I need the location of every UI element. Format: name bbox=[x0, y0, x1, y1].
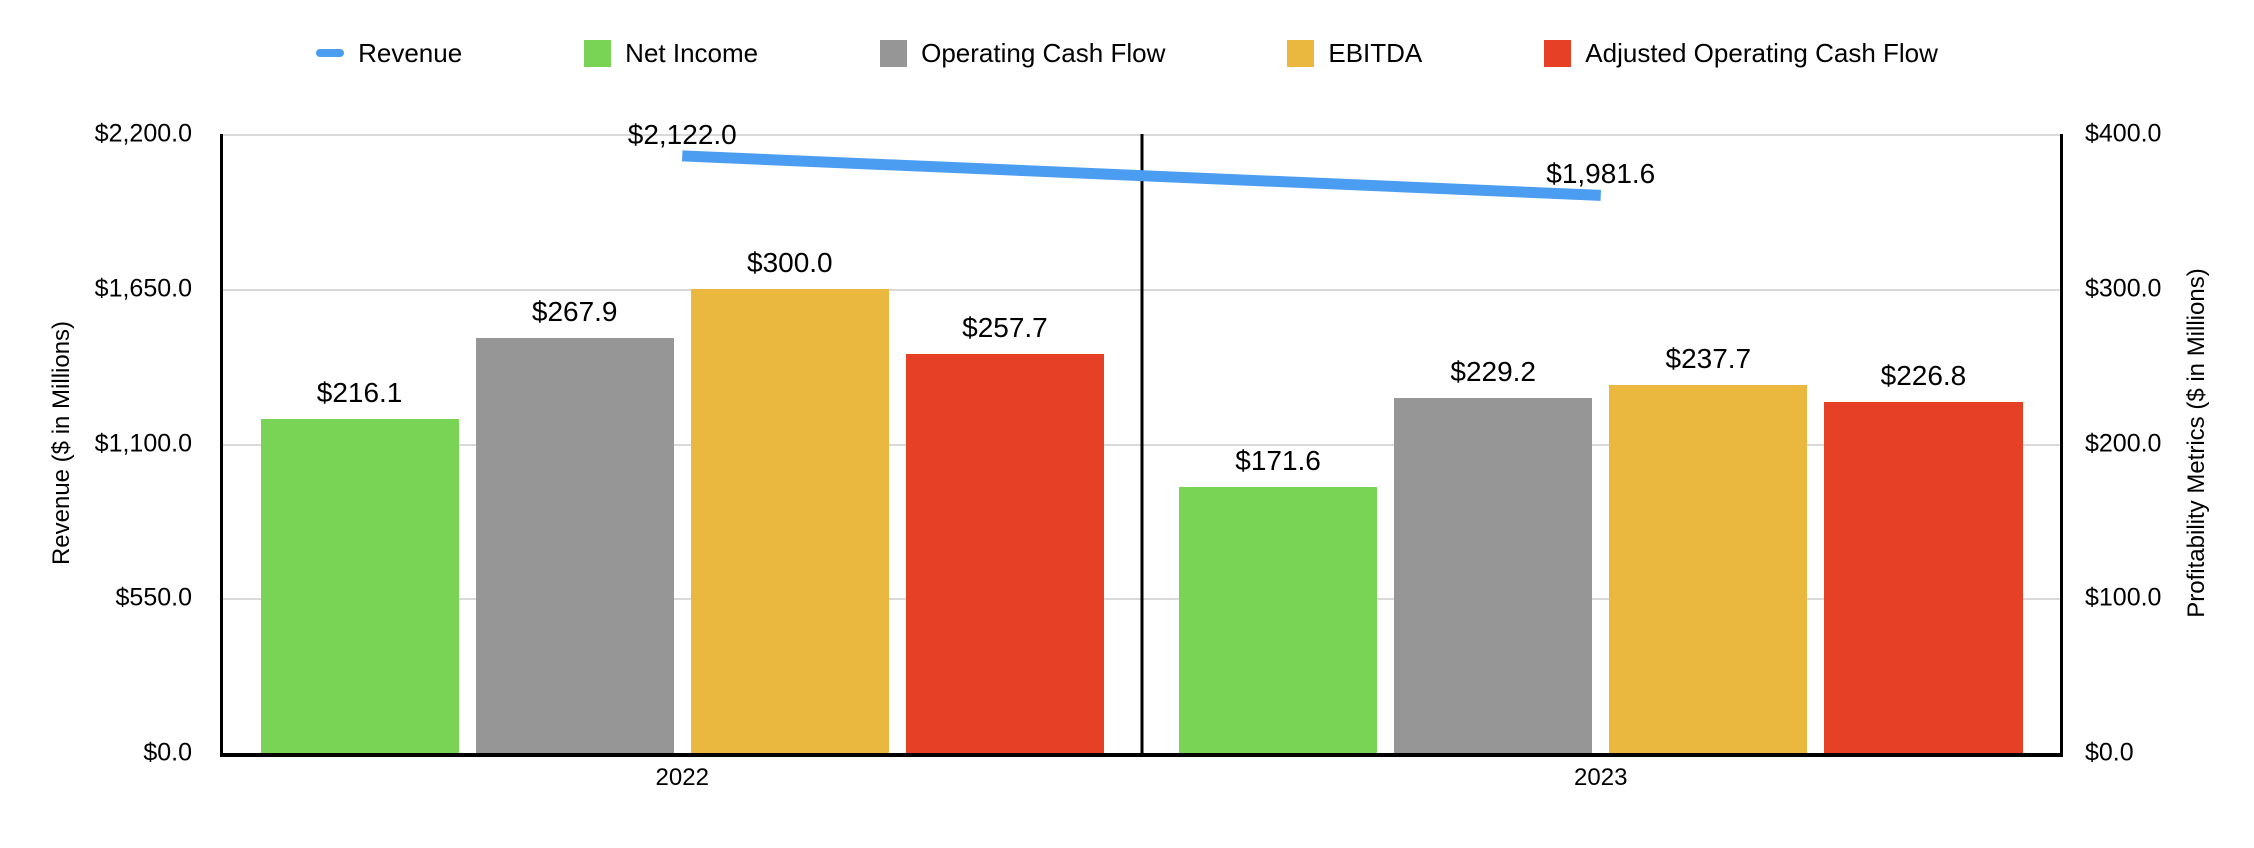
y-tick-label: $1,100.0 bbox=[94, 429, 192, 457]
y-tick-label: $400.0 bbox=[2085, 119, 2162, 148]
bar-value-label: $171.6 bbox=[1235, 445, 1321, 477]
legend-item-ebitda: EBITDA bbox=[1287, 38, 1422, 69]
bar-net-income-2023 bbox=[1179, 487, 1378, 753]
bar-value-label: $300.0 bbox=[746, 246, 833, 278]
line-value-label: $1,981.6 bbox=[1546, 158, 1656, 190]
bar-operating-cash-flow-2022 bbox=[475, 338, 674, 753]
legend-item-net-income: Net Income bbox=[584, 38, 758, 69]
y-axis-right-ticks: $0.0 $100.0 $200.0 $300.0 $400.0 bbox=[2085, 121, 2254, 765]
bar-value-label: $257.7 bbox=[962, 312, 1048, 344]
category-divider bbox=[1140, 134, 1143, 753]
legend-item-operating-cash-flow: Operating Cash Flow bbox=[880, 38, 1165, 69]
line-value-label: $2,122.0 bbox=[627, 118, 737, 150]
revenue-line bbox=[682, 150, 1601, 201]
legend-swatch bbox=[1287, 39, 1315, 67]
category-panel-2023: $171.6 $229.2 $237.7 $226.8 bbox=[1142, 134, 2061, 753]
legend-item-revenue: Revenue bbox=[316, 38, 462, 69]
y-tick-label: $0.0 bbox=[2085, 738, 2134, 767]
bar-ebitda-2022 bbox=[690, 288, 889, 753]
y-tick-label: $0.0 bbox=[143, 738, 192, 767]
x-category-label: 2022 bbox=[655, 764, 709, 791]
bar-value-label: $237.7 bbox=[1665, 343, 1752, 375]
bar-value-label: $216.1 bbox=[316, 376, 403, 408]
legend-swatch bbox=[880, 39, 908, 67]
bar-adjusted-operating-cash-flow-2023 bbox=[1824, 402, 2023, 753]
y-tick-label: $200.0 bbox=[2085, 429, 2162, 457]
legend-line-marker bbox=[316, 49, 345, 57]
chart-legend: Revenue Net Income Operating Cash Flow EBIT… bbox=[0, 36, 2254, 70]
legend-label: Revenue bbox=[358, 37, 463, 68]
legend-item-adjusted-operating-cash-flow: Adjusted Operating Cash Flow bbox=[1544, 38, 1938, 69]
bar-net-income-2022 bbox=[260, 418, 459, 753]
x-category-label: 2023 bbox=[1574, 764, 1628, 791]
legend-swatch bbox=[584, 39, 612, 67]
legend-label: EBITDA bbox=[1328, 37, 1423, 68]
legend-label: Net Income bbox=[625, 37, 759, 68]
plot-area: $216.1 $267.9 $300.0 $257.7 2022 $171.6 $229.2… bbox=[220, 120, 2063, 790]
bar-value-label: $229.2 bbox=[1450, 356, 1537, 388]
legend-label: Adjusted Operating Cash Flow bbox=[1585, 37, 1938, 68]
y-axis-left-ticks: $0.0 $550.0 $1,100.0 $1,650.0 $2,200.0 bbox=[0, 121, 192, 765]
y-tick-label: $550.0 bbox=[115, 583, 192, 612]
legend-swatch bbox=[1544, 39, 1572, 67]
bar-operating-cash-flow-2023 bbox=[1394, 398, 1593, 753]
category-panel-2022: $216.1 $267.9 $300.0 $257.7 bbox=[223, 134, 1142, 753]
y-tick-label: $1,650.0 bbox=[94, 274, 192, 303]
y-tick-label: $100.0 bbox=[2085, 583, 2162, 612]
legend-label: Operating Cash Flow bbox=[921, 37, 1166, 68]
y-tick-label: $300.0 bbox=[2085, 274, 2162, 303]
bar-value-label: $267.9 bbox=[531, 296, 618, 328]
y-tick-label: $2,200.0 bbox=[94, 119, 192, 148]
bar-ebitda-2023 bbox=[1609, 385, 1808, 753]
bar-adjusted-operating-cash-flow-2022 bbox=[905, 354, 1104, 753]
bar-value-label: $226.8 bbox=[1880, 360, 1967, 392]
